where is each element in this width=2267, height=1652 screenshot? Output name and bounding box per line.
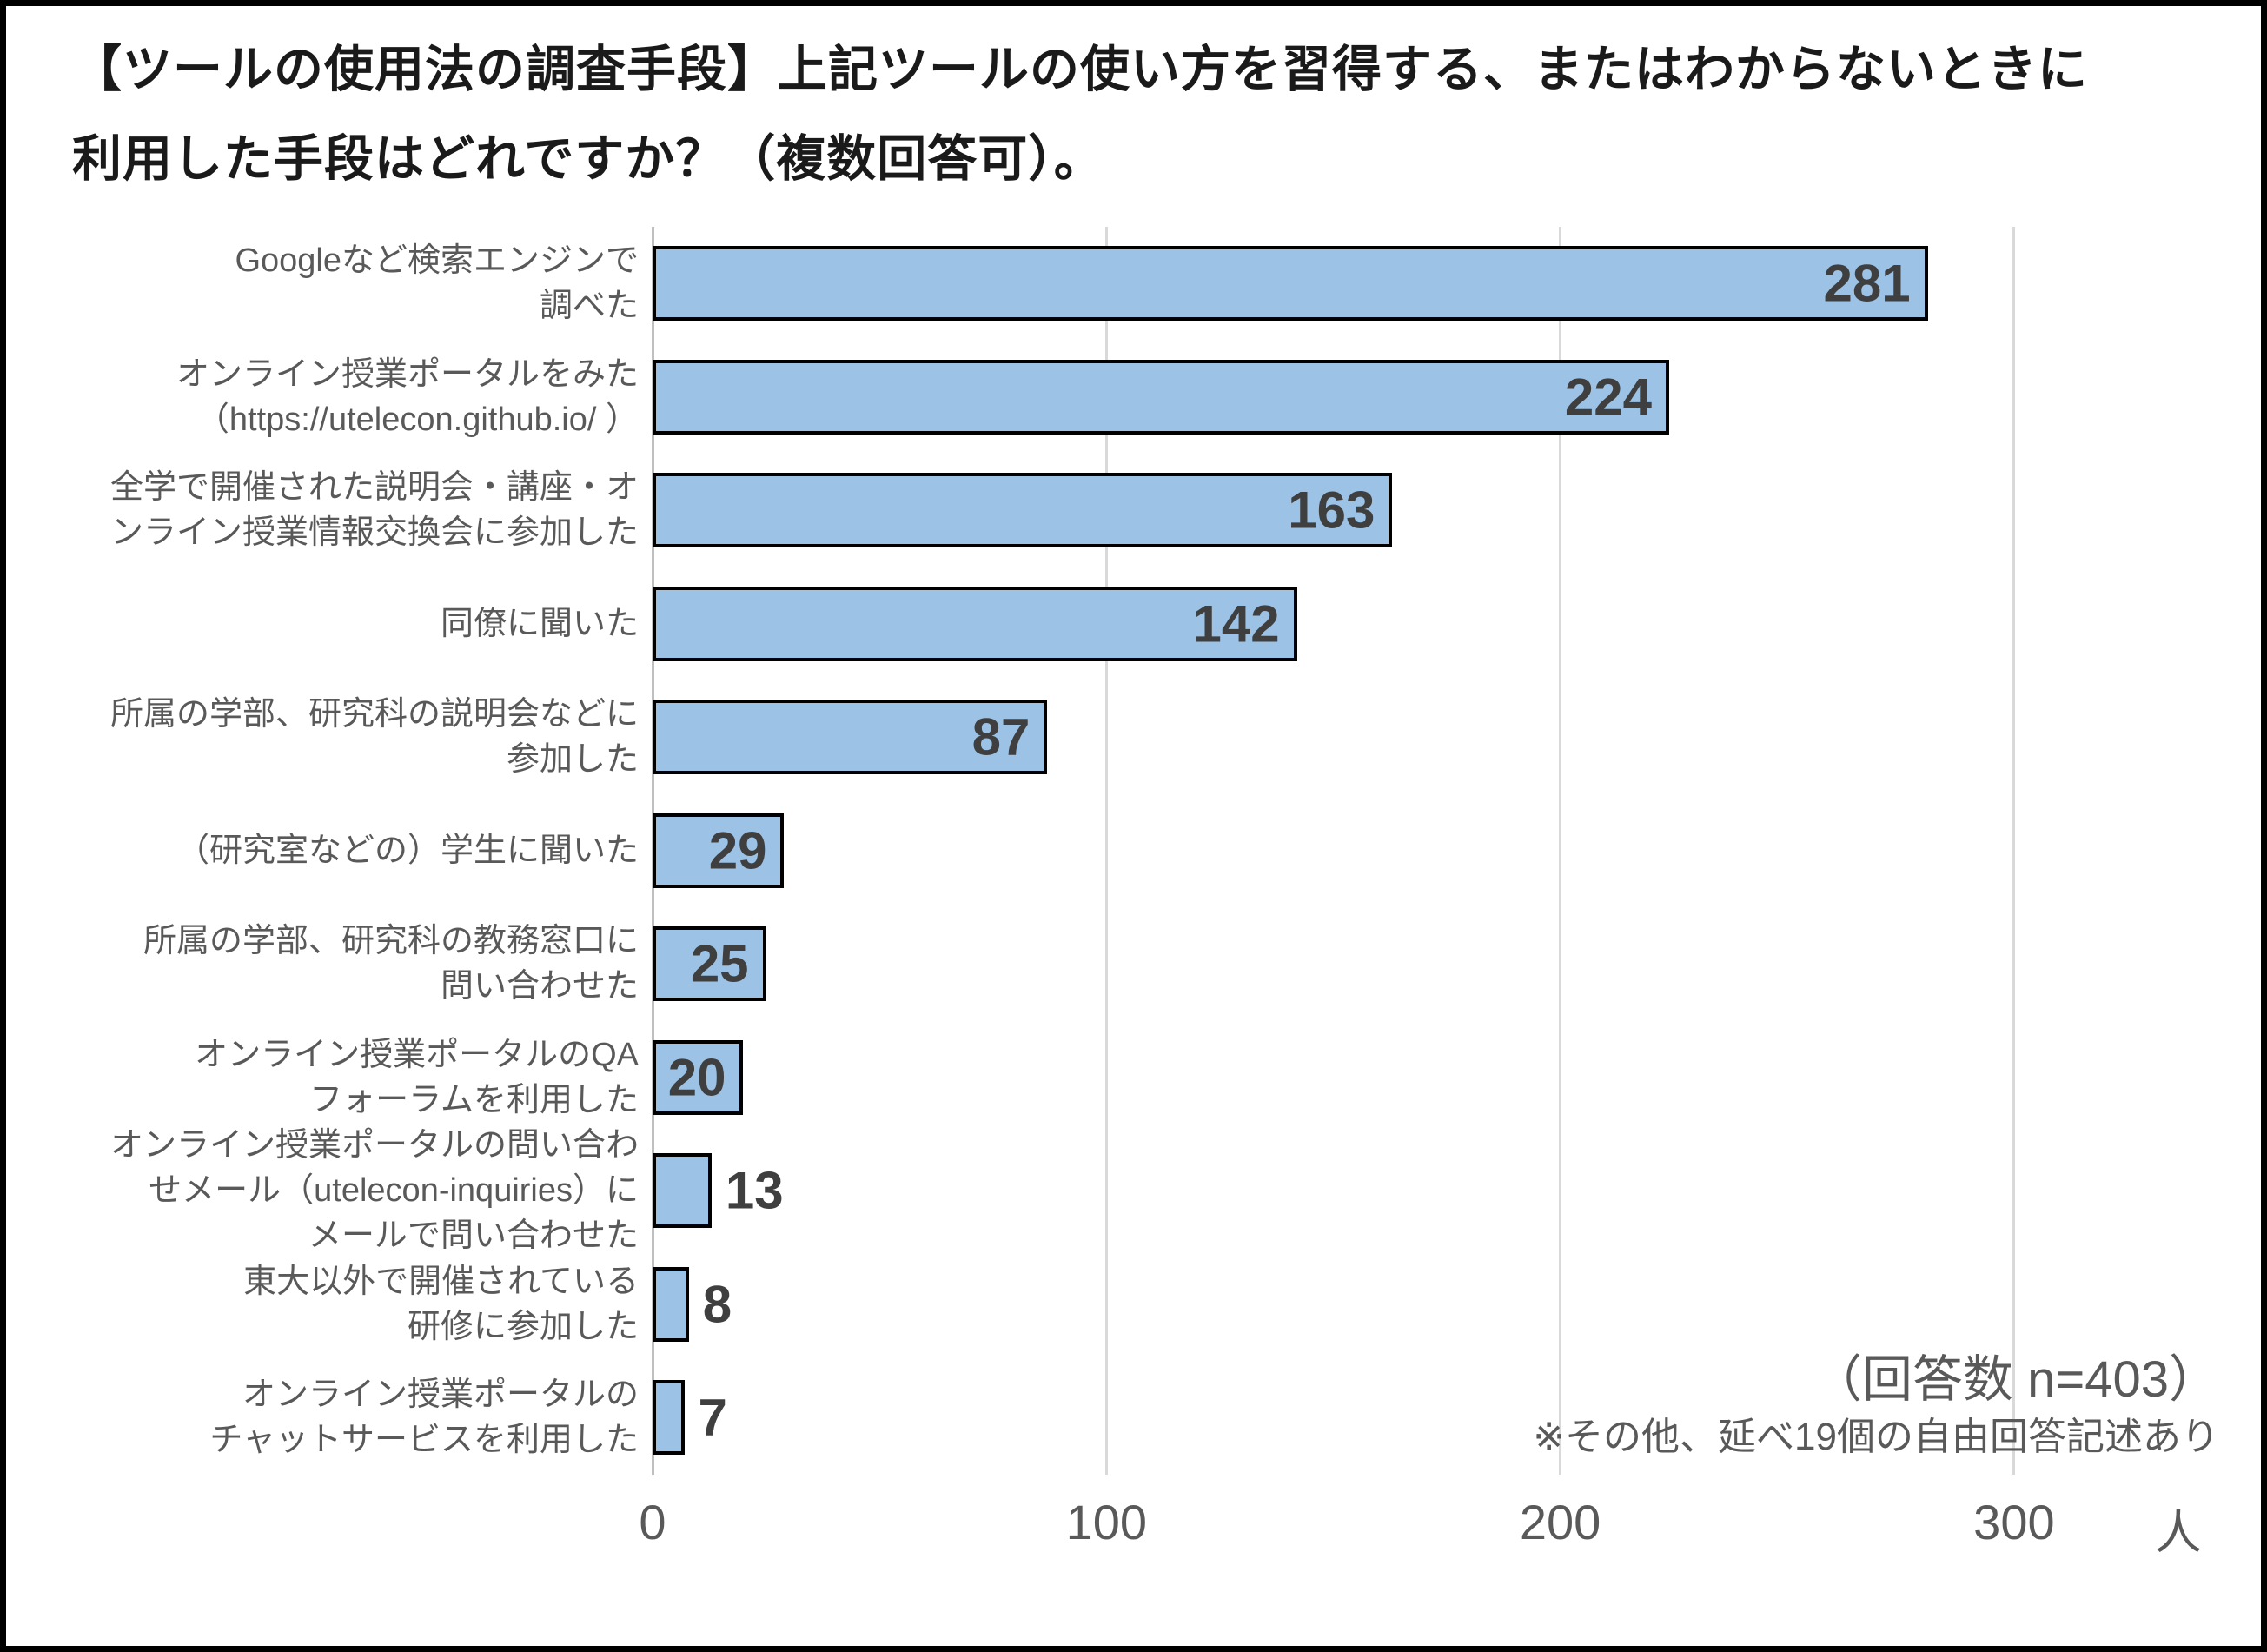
value-label: 29 — [708, 821, 767, 880]
annotation-block: （回答数 n=403） ※その他、延べ19個の自由回答記述あり — [1533, 1350, 2219, 1464]
bar-area: 7 — [653, 1361, 2239, 1475]
bar-row: 東大以外で開催されている 研修に参加した 8 — [32, 1248, 2239, 1362]
bar-row: Googleなど検索エンジンで 調べた 281 — [32, 227, 2239, 341]
bar: 281 — [653, 246, 1928, 322]
bar-area: 281 — [653, 227, 2239, 341]
chart-title: 【ツールの使用法の調査手段】上記ツールの使い方を習得する、またはわからないときに… — [72, 42, 2088, 187]
bar — [653, 1380, 685, 1456]
x-axis: 0 100 200 300 人 — [639, 1494, 2239, 1572]
bar-row: 全学で開催された説明会・講座・オ ンライン授業情報交換会に参加した 163 — [32, 454, 2239, 567]
value-label: 25 — [690, 934, 749, 993]
bar-row: 同僚に聞いた 142 — [32, 567, 2239, 681]
bar-area: 87 — [653, 680, 2239, 794]
value-label: 87 — [971, 707, 1031, 766]
category-label: オンライン授業ポータルの問い合わ せメール（utelecon-inquiries… — [109, 1127, 639, 1255]
bar-rows: Googleなど検索エンジンで 調べた 281 オンライン授業ポータルをみた （ht… — [32, 227, 2239, 1475]
value-label: 7 — [698, 1388, 727, 1447]
bar: 29 — [653, 813, 785, 888]
bar-row: 所属の学部、研究科の説明会などに 参加した 87 — [32, 680, 2239, 794]
bar: 25 — [653, 926, 766, 1002]
bar-row: （研究室などの）学生に聞いた 29 — [32, 794, 2239, 908]
bar-area: 25 — [653, 907, 2239, 1021]
category-label: 全学で開催された説明会・講座・オ ンライン授業情報交換会に参加した — [109, 469, 639, 552]
bar — [653, 1266, 689, 1342]
gridline — [1104, 227, 1108, 1475]
x-axis-unit-label: 人 — [2155, 1507, 2202, 1559]
bar-area: 224 — [653, 341, 2239, 454]
x-tick-label: 200 — [1519, 1495, 1601, 1549]
category-label: 所属の学部、研究科の説明会などに 参加した — [109, 696, 639, 779]
category-label: オンライン授業ポータルの チャットサービスを利用した — [209, 1377, 639, 1459]
value-label: 8 — [702, 1275, 732, 1334]
category-label: （研究室などの）学生に聞いた — [176, 832, 639, 869]
bar-area: 20 — [653, 1021, 2239, 1135]
x-tick-label: 0 — [639, 1495, 666, 1549]
bar — [653, 1153, 712, 1229]
bar-area: 163 — [653, 454, 2239, 567]
bar-area: 8 — [653, 1248, 2239, 1362]
plot-area: Googleなど検索エンジンで 調べた 281 オンライン授業ポータルをみた （ht… — [32, 227, 2239, 1559]
bar: 224 — [653, 359, 1669, 435]
category-label: オンライン授業ポータルのQA フォーラムを利用した — [195, 1036, 639, 1118]
bar-row: オンライン授業ポータルの問い合わ せメール（utelecon-inquiries… — [32, 1127, 2239, 1254]
bar-area: 13 — [653, 1134, 2239, 1248]
value-label: 13 — [725, 1161, 784, 1220]
bar-row: オンライン授業ポータルのQA フォーラムを利用した 20 — [32, 1021, 2239, 1135]
bar: 163 — [653, 473, 1393, 548]
category-label: 東大以外で開催されている 研修に参加した — [243, 1263, 639, 1345]
free-response-note: ※その他、延べ19個の自由回答記述あり — [1533, 1416, 2219, 1458]
value-label: 142 — [1192, 594, 1280, 654]
bar-area: 142 — [653, 567, 2239, 681]
value-label: 281 — [1823, 254, 1911, 313]
value-label: 224 — [1564, 368, 1652, 427]
category-label: 所属の学部、研究科の教務窓口に 問い合わせた — [143, 923, 639, 1005]
x-tick-label: 300 — [1973, 1495, 2055, 1549]
bar: 87 — [653, 700, 1048, 775]
bar-row: 所属の学部、研究科の教務窓口に 問い合わせた 25 — [32, 907, 2239, 1021]
response-count-note: （回答数 n=403） — [1811, 1351, 2219, 1408]
bar: 142 — [653, 586, 1297, 661]
category-label: オンライン授業ポータルをみた （https://utelecon.github.… — [176, 355, 639, 438]
bar: 20 — [653, 1039, 744, 1115]
category-label: 同僚に聞いた — [440, 605, 639, 642]
category-label: Googleなど検索エンジンで 調べた — [235, 242, 639, 325]
value-label: 20 — [667, 1048, 726, 1107]
bar-area: 29 — [653, 794, 2239, 908]
x-tick-label: 100 — [1065, 1495, 1148, 1549]
bar-row: オンライン授業ポータルをみた （https://utelecon.github.… — [32, 341, 2239, 454]
gridline — [2012, 227, 2016, 1475]
gridline — [1559, 227, 1562, 1475]
bar-row: オンライン授業ポータルの チャットサービスを利用した 7 — [32, 1361, 2239, 1475]
value-label: 163 — [1288, 481, 1375, 540]
